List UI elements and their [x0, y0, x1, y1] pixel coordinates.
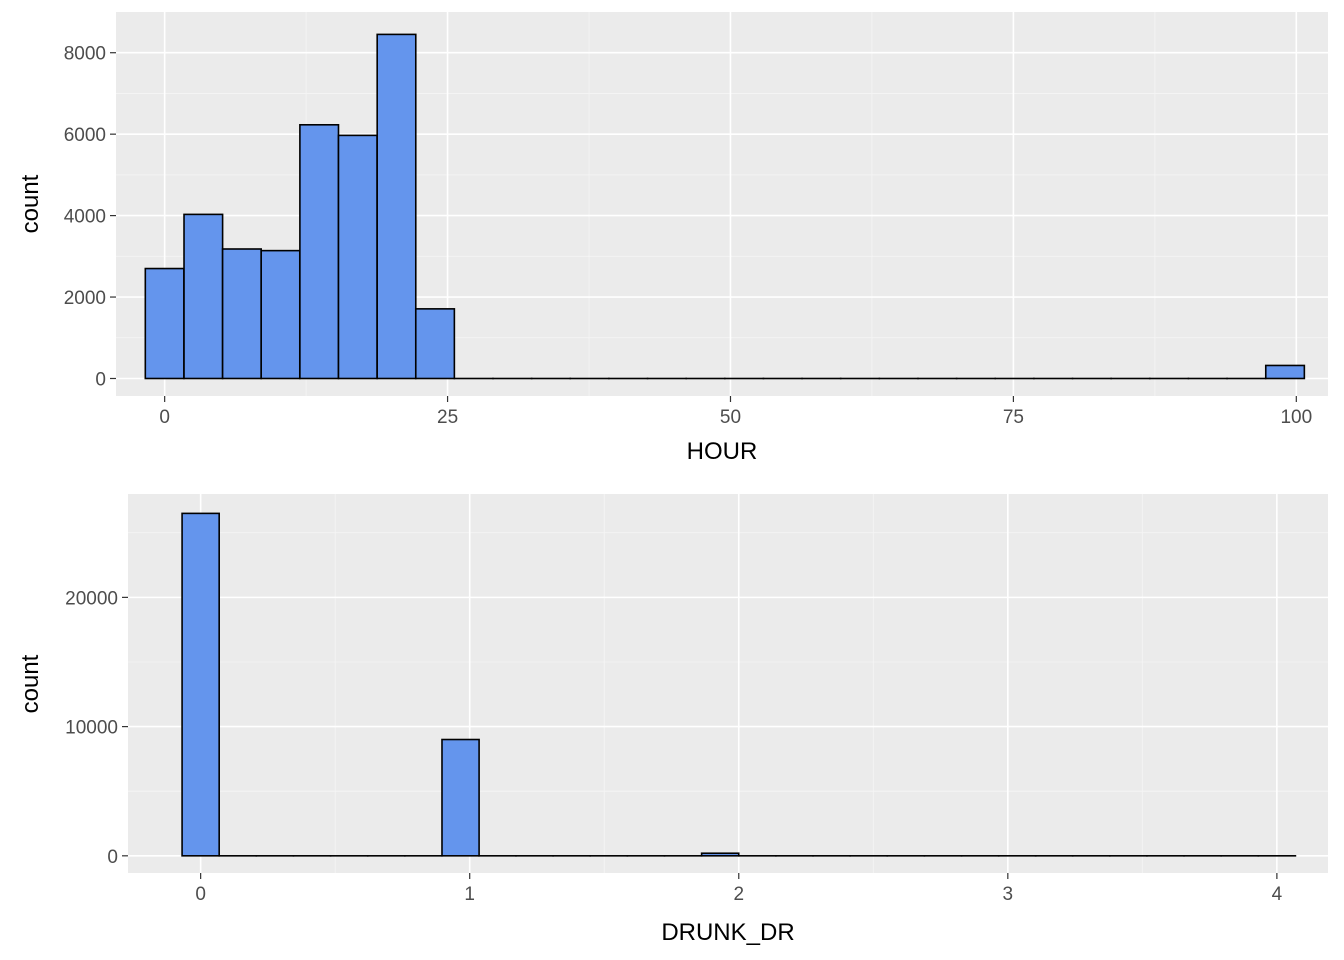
x-axis-title: DRUNK_DR — [661, 919, 794, 946]
histogram-bar — [376, 33, 417, 380]
y-axis-title: count — [17, 174, 44, 233]
x-tick-label: 0 — [195, 884, 206, 905]
histogram-bar — [337, 134, 378, 380]
histogram-bar — [1264, 364, 1306, 380]
x-tick-label: 100 — [1280, 407, 1312, 428]
y-tick-label: 0 — [95, 369, 106, 390]
x-tick-label: 0 — [159, 407, 170, 428]
histogram-bar — [181, 512, 220, 857]
y-tick-label: 6000 — [64, 125, 106, 146]
histogram-bar — [183, 213, 224, 380]
panel-background — [128, 494, 1328, 873]
x-tick-label: 1 — [464, 884, 475, 905]
chart-panel-1: 0 25 50 75 100 0 2000 4000 6000 8000 HOUR count — [17, 12, 1328, 465]
y-tick-label: 10000 — [65, 718, 118, 739]
x-axis-title: HOUR — [687, 438, 758, 465]
y-tick-label: 0 — [107, 847, 118, 868]
histogram-bar — [414, 308, 456, 380]
x-tick-label: 2 — [733, 884, 744, 905]
histogram-bar — [700, 852, 740, 857]
x-tick-label: 75 — [1003, 407, 1024, 428]
y-axis-title: count — [17, 654, 44, 713]
y-tick-label: 20000 — [65, 588, 118, 609]
y-tick-label: 4000 — [64, 207, 106, 228]
x-tick-label: 25 — [437, 407, 458, 428]
x-tick-label: 4 — [1272, 884, 1283, 905]
y-tick-label: 2000 — [64, 288, 106, 309]
histogram-bar — [441, 738, 480, 857]
histogram-bar — [221, 248, 262, 380]
y-tick-label: 8000 — [64, 44, 106, 65]
x-tick-label: 3 — [1003, 884, 1014, 905]
histogram-bar — [260, 249, 301, 380]
histogram-bar — [299, 123, 340, 380]
histogram-bar — [144, 267, 185, 380]
chart-panel-2: 0 1 2 3 4 0 10000 20000 DRUNK_DR count — [17, 494, 1328, 946]
x-tick-label: 50 — [720, 407, 741, 428]
